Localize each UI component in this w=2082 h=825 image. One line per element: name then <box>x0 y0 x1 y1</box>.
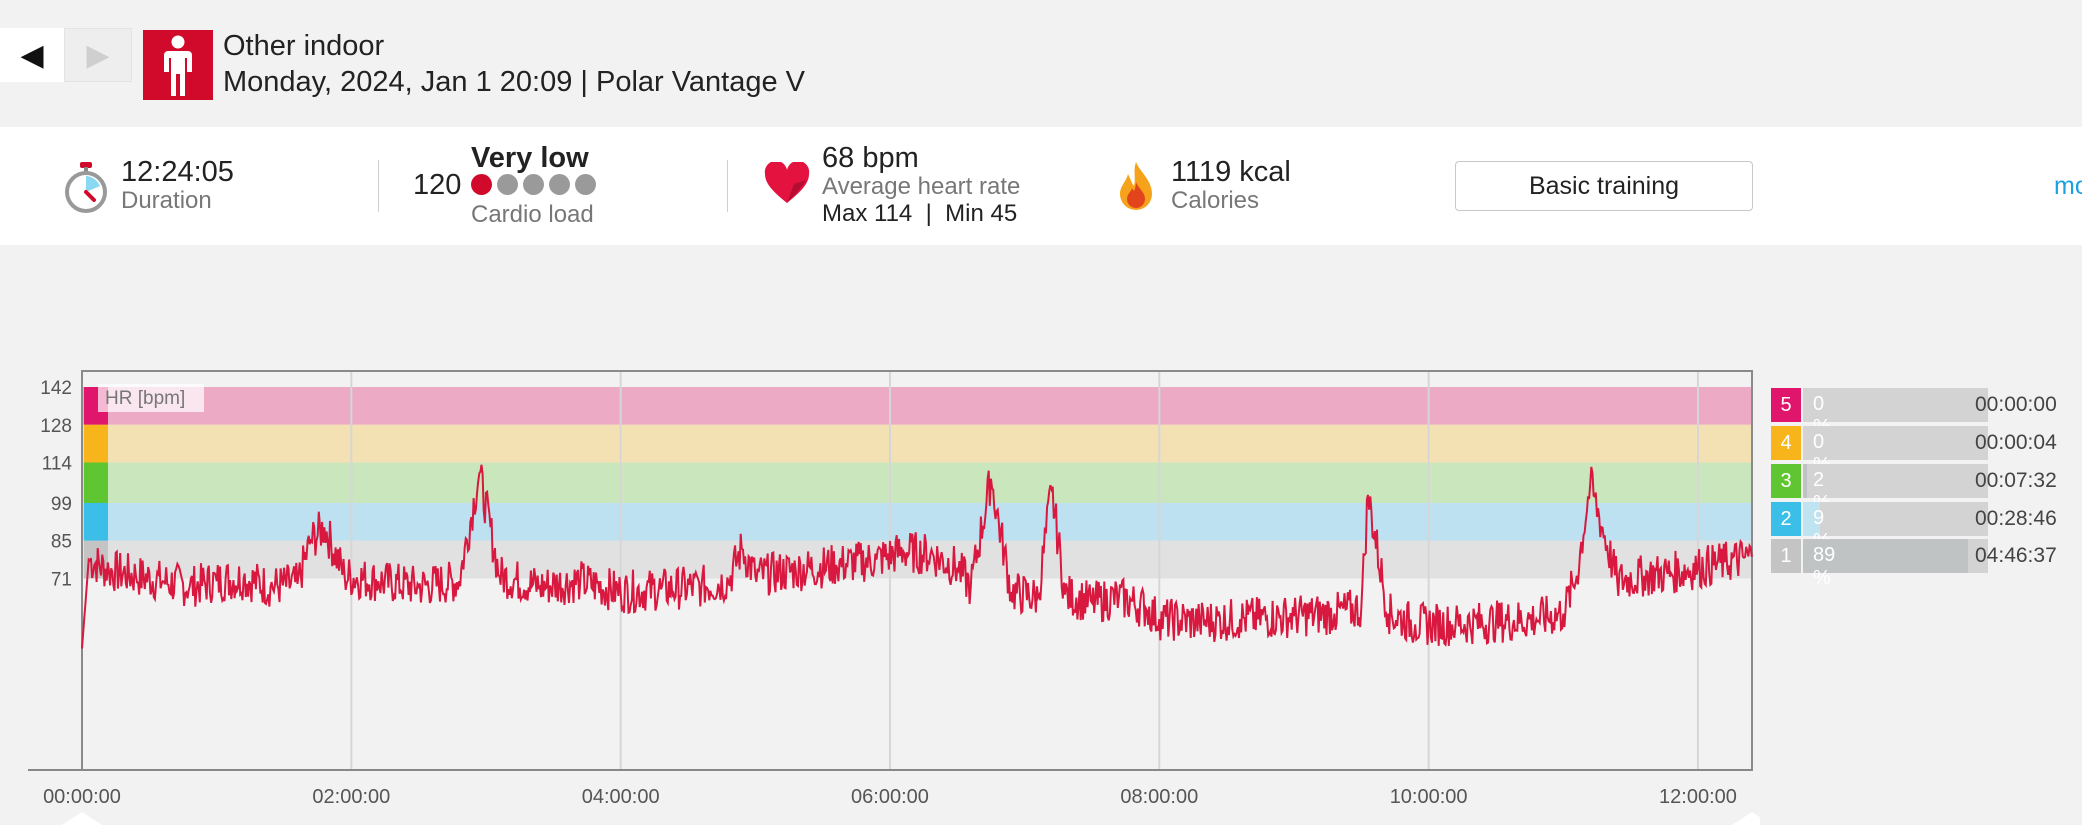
x-tick-label: 08:00:00 <box>1120 786 1198 808</box>
cardio-dot-filled <box>471 174 492 195</box>
zone-number: 1 <box>1771 539 1801 573</box>
zone-time: 00:00:04 <box>1975 431 2057 454</box>
heart-rate-chart: HR [bpm] 142 128 114 99 85 71 00:00:00 02:00:0… <box>28 370 1760 825</box>
x-tick-label: 12:00:00 <box>1659 786 1737 808</box>
more-link[interactable]: mo <box>2054 172 2082 200</box>
summary-band <box>0 127 2082 245</box>
calories-value: 1119 kcal <box>1171 156 1291 188</box>
x-tick-label: 06:00:00 <box>851 786 929 808</box>
y-tick-label: 114 <box>42 454 73 475</box>
cardio-dot-empty <box>523 174 544 195</box>
heart-icon <box>764 160 810 209</box>
x-tick-label: 02:00:00 <box>312 786 390 808</box>
cardio-load-score: 120 <box>413 169 462 201</box>
zone-time: 00:00:00 <box>1975 393 2057 416</box>
zone-bar <box>1803 426 1988 460</box>
cardio-dot-empty <box>575 174 596 195</box>
y-tick-label: 85 <box>51 532 72 553</box>
sport-name: Other indoor <box>223 30 385 62</box>
zone-number: 2 <box>1771 502 1801 536</box>
chart-title-background <box>98 384 204 412</box>
arrow-right-icon: ▶ <box>86 38 110 72</box>
zone-3-marker <box>84 462 108 503</box>
y-tick-label: 128 <box>40 416 72 437</box>
summary-divider <box>727 160 728 212</box>
avg-hr-value: 68 bpm <box>822 142 919 174</box>
zone-bar-fill <box>1803 502 1820 536</box>
zone-number: 3 <box>1771 464 1801 498</box>
zone-2-band <box>82 502 1752 541</box>
zone-number: 4 <box>1771 426 1801 460</box>
zone-5-band <box>82 387 1752 425</box>
zone-bar-fill <box>1803 464 1807 498</box>
zone-time: 04:46:37 <box>1975 544 2057 567</box>
standing-person-icon <box>143 30 213 100</box>
x-tick-label: 10:00:00 <box>1390 786 1468 808</box>
zone-4-marker <box>84 424 108 463</box>
cardio-dot-empty <box>497 174 518 195</box>
hr-series-line <box>81 464 1753 649</box>
cardio-load-dots <box>471 174 601 200</box>
cardio-load-label: Cardio load <box>471 201 594 228</box>
range-start-handle[interactable] <box>62 812 102 825</box>
zone-bar <box>1803 388 1988 422</box>
basic-training-button[interactable]: Basic training <box>1455 161 1753 211</box>
session-datetime: Monday, 2024, Jan 1 20:09 | Polar Vantag… <box>223 66 806 98</box>
y-tick-label: 71 <box>51 570 72 591</box>
summary-divider <box>378 160 379 212</box>
arrow-left-icon: ◀ <box>20 38 44 72</box>
zone-time: 00:07:32 <box>1975 469 2057 492</box>
hr-max-min: Max 114 | Min 45 <box>822 200 1018 227</box>
zone-bar <box>1803 464 1988 498</box>
zone-bar-fill <box>1803 539 1968 573</box>
flame-icon <box>1118 160 1154 217</box>
y-tick-label: 142 <box>40 378 72 399</box>
zone-percent: 89 % <box>1813 544 1836 589</box>
avg-hr-label: Average heart rate <box>822 173 1021 200</box>
x-tick-label: 00:00:00 <box>43 786 121 808</box>
duration-label: Duration <box>121 187 212 214</box>
zone-2-marker <box>84 502 108 541</box>
zone-4-band <box>82 424 1752 463</box>
zone-bar <box>1803 539 1988 573</box>
zone-3-band <box>82 462 1752 503</box>
zone-time: 00:28:46 <box>1975 507 2057 530</box>
duration-value: 12:24:05 <box>121 156 234 188</box>
stopwatch-icon <box>62 160 110 219</box>
zone-bar <box>1803 502 1988 536</box>
back-button[interactable]: ◀ <box>0 28 64 82</box>
cardio-dot-empty <box>549 174 570 195</box>
zone-number: 5 <box>1771 388 1801 422</box>
y-tick-label: 99 <box>51 494 72 515</box>
chart-title: HR [bpm] <box>105 388 185 409</box>
x-tick-label: 04:00:00 <box>582 786 660 808</box>
range-end-handle[interactable] <box>1732 812 1760 825</box>
calories-label: Calories <box>1171 187 1260 214</box>
cardio-load-level: Very low <box>471 142 589 174</box>
forward-button[interactable]: ▶ <box>64 28 132 82</box>
